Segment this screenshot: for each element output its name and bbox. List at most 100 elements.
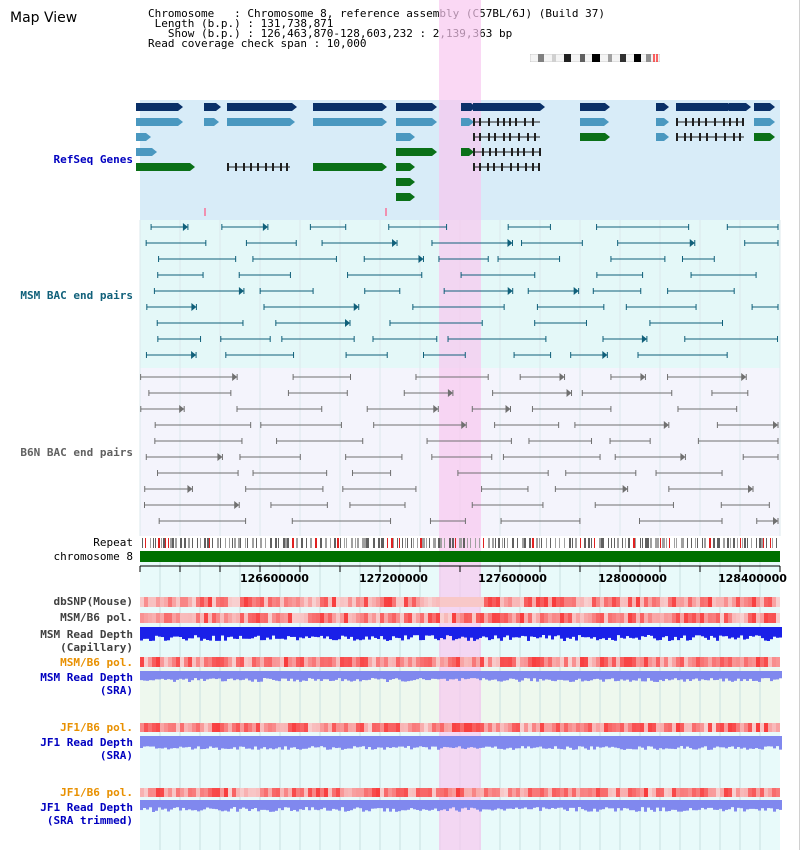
repeat-element[interactable] [475,538,476,548]
read-depth-bar[interactable] [683,627,686,636]
repeat-element[interactable] [283,538,285,548]
polymorphism-cell[interactable] [324,723,328,732]
read-depth-bar[interactable] [689,671,692,681]
read-depth-bar[interactable] [617,800,620,809]
gene-exon[interactable] [286,163,288,171]
polymorphism-cell[interactable] [272,788,276,797]
polymorphism-cell[interactable] [416,788,420,797]
read-depth-bar[interactable] [248,800,251,811]
read-depth-bar[interactable] [737,736,740,748]
polymorphism-cell[interactable] [376,597,380,607]
read-depth-bar[interactable] [260,627,263,641]
polymorphism-cell[interactable] [232,613,236,623]
polymorphism-cell[interactable] [176,788,180,797]
polymorphism-cell[interactable] [548,723,552,732]
polymorphism-cell[interactable] [504,597,508,607]
bac-arrow[interactable] [741,373,747,381]
read-depth-bar[interactable] [590,671,593,681]
repeat-element[interactable] [713,538,715,548]
gene-feature[interactable] [461,103,471,111]
read-depth-bar[interactable] [329,627,332,640]
polymorphism-cell[interactable] [392,788,396,797]
repeat-element[interactable] [278,538,279,548]
polymorphism-cell[interactable] [324,597,328,607]
read-depth-bar[interactable] [338,800,341,811]
polymorphism-cell[interactable] [652,657,656,667]
read-depth-bar[interactable] [170,800,173,810]
repeat-element[interactable] [165,538,166,548]
read-depth-bar[interactable] [539,736,542,747]
polymorphism-cell[interactable] [288,723,292,732]
read-depth-bar[interactable] [440,736,443,749]
polymorphism-cell[interactable] [440,657,444,667]
read-depth-bar[interactable] [257,800,260,812]
polymorphism-cell[interactable] [288,597,292,607]
read-depth-bar[interactable] [362,736,365,747]
read-depth-bar[interactable] [152,627,155,641]
repeat-element[interactable] [650,538,652,548]
read-depth-bar[interactable] [422,736,425,748]
repeat-element[interactable] [683,538,684,548]
polymorphism-cell[interactable] [740,788,744,797]
repeat-element[interactable] [660,538,661,548]
polymorphism-cell[interactable] [524,788,528,797]
bac-arrow[interactable] [262,223,268,231]
polymorphism-cell[interactable] [284,613,288,623]
repeat-element[interactable] [763,538,764,548]
gene-exon[interactable] [715,133,717,141]
read-depth-bar[interactable] [668,671,671,681]
read-depth-bar[interactable] [506,671,509,681]
polymorphism-cell[interactable] [400,657,404,667]
repeat-element[interactable] [292,538,294,548]
polymorphism-cell[interactable] [484,788,488,797]
polymorphism-cell[interactable] [240,723,244,732]
read-depth-bar[interactable] [206,671,209,680]
read-depth-bar[interactable] [308,736,311,748]
read-depth-bar[interactable] [608,671,611,680]
read-depth-bar[interactable] [713,800,716,810]
read-depth-bar[interactable] [410,736,413,750]
read-depth-bar[interactable] [209,627,212,641]
read-depth-bar[interactable] [359,800,362,809]
polymorphism-cell[interactable] [568,657,572,667]
polymorphism-cell[interactable] [552,788,556,797]
gene-feature[interactable] [227,118,290,126]
read-depth-bar[interactable] [614,800,617,812]
polymorphism-cell[interactable] [220,597,224,607]
gene-feature[interactable] [204,118,214,126]
polymorphism-cell[interactable] [596,723,600,732]
read-depth-bar[interactable] [209,800,212,809]
read-depth-bar[interactable] [215,671,218,680]
polymorphism-cell[interactable] [516,657,520,667]
polymorphism-cell[interactable] [228,788,232,797]
read-depth-bar[interactable] [377,671,380,680]
polymorphism-cell[interactable] [188,657,192,667]
read-depth-bar[interactable] [650,736,653,747]
read-depth-bar[interactable] [704,736,707,747]
polymorphism-cell[interactable] [748,597,752,607]
read-depth-bar[interactable] [488,800,491,810]
read-depth-bar[interactable] [140,800,143,811]
polymorphism-cell[interactable] [524,657,528,667]
polymorphism-cell[interactable] [692,657,696,667]
read-depth-bar[interactable] [275,736,278,749]
polymorphism-cell[interactable] [612,657,616,667]
read-depth-bar[interactable] [431,627,434,636]
polymorphism-cell[interactable] [184,788,188,797]
read-depth-bar[interactable] [197,627,200,638]
polymorphism-cell[interactable] [720,597,724,607]
repeat-element[interactable] [368,538,369,548]
read-depth-bar[interactable] [413,736,416,748]
read-depth-bar[interactable] [452,736,455,748]
polymorphism-cell[interactable] [704,597,708,607]
polymorphism-cell[interactable] [148,657,152,667]
read-depth-bar[interactable] [383,627,386,640]
polymorphism-cell[interactable] [672,613,676,623]
gene-strand-arrow[interactable] [605,133,610,141]
polymorphism-cell[interactable] [344,597,348,607]
polymorphism-cell[interactable] [552,597,556,607]
polymorphism-cell[interactable] [148,788,152,797]
read-depth-bar[interactable] [455,800,458,811]
read-depth-bar[interactable] [281,736,284,750]
read-depth-bar[interactable] [710,671,713,679]
